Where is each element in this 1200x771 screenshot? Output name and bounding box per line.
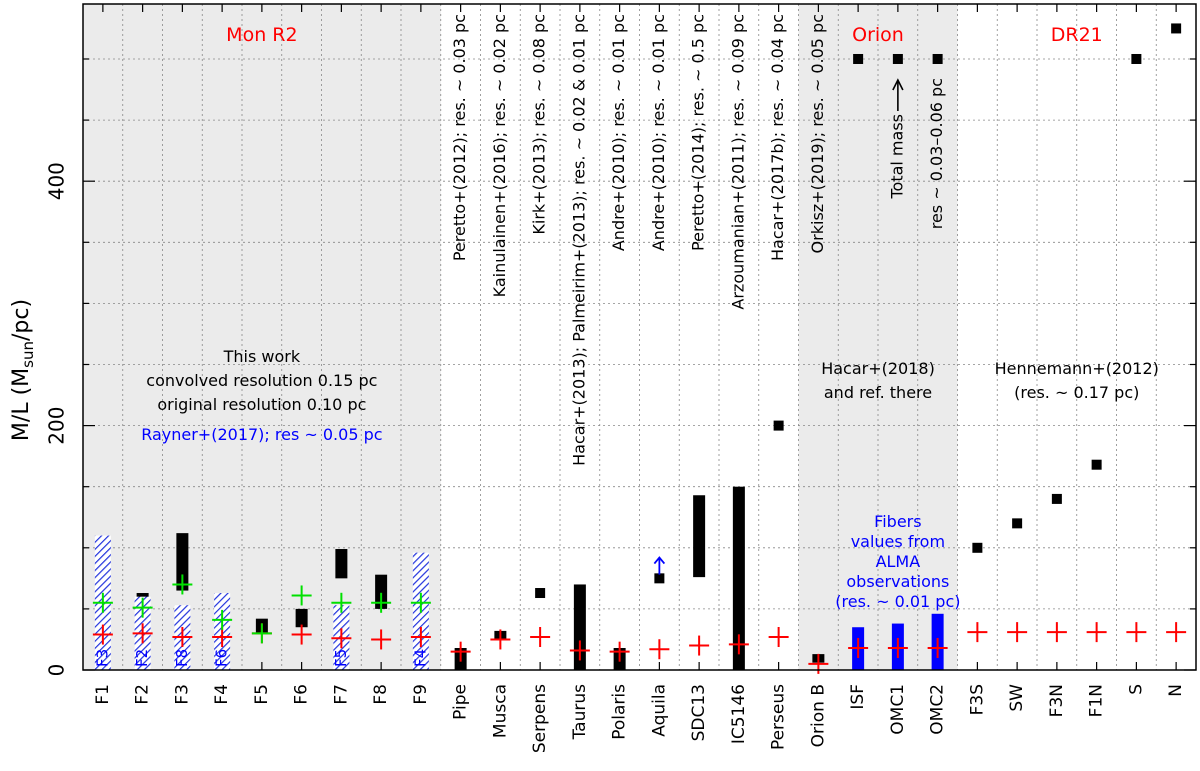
x-tick-label: Pipe — [451, 684, 471, 720]
filament-label: F3 — [93, 649, 111, 667]
hennemann-line: (res. ~ 0.17 pc) — [1014, 383, 1139, 402]
reference-label: Andre+(2010); res. ~ 0.01 pc — [649, 14, 668, 251]
total-mass-arrow-head — [892, 78, 904, 91]
chart-text: M/L (Msun/pc) 0 200 400 F1 F2 F3 F4 F5 F6 F7 F8 F9 P… — [9, 14, 1186, 753]
alma-line: (res. ~ 0.01 pc) — [835, 592, 960, 611]
region-title: Mon R2 — [226, 24, 297, 46]
data-square — [773, 420, 784, 431]
grid — [82, 4, 1197, 671]
data-square — [972, 542, 983, 553]
alma-line: Fibers — [874, 512, 921, 531]
x-tick-label: F4 — [212, 684, 232, 705]
x-tick-label: IC5146 — [729, 684, 749, 744]
hacar2018-line: and ref. there — [824, 383, 932, 402]
hennemann-line: Hennemann+(2012) — [995, 359, 1159, 378]
this-work-line: original resolution 0.10 pc — [157, 395, 366, 414]
data-square — [892, 53, 903, 64]
reference-label: Kirk+(2013); res. ~ 0.08 pc — [530, 14, 549, 235]
x-tick-label: SW — [1007, 684, 1027, 712]
reference-label: Orkisz+(2019); res. ~ 0.05 pc — [808, 14, 827, 253]
x-tick-label: Perseus — [769, 684, 789, 750]
x-tick-label: F1N — [1087, 684, 1107, 717]
range-bar — [176, 533, 189, 591]
reference-label: Kainulainen+(2016); res. ~ 0.02 pc — [490, 14, 509, 297]
data-square — [1131, 53, 1142, 64]
data-square — [853, 53, 864, 64]
x-tick-label: OMC1 — [888, 684, 908, 735]
orion-resolution-label: res ~ 0.03–0.06 pc — [927, 78, 946, 229]
range-bar — [375, 574, 388, 609]
x-tick-label: F8 — [371, 684, 391, 705]
x-tick-label: S — [1126, 684, 1146, 695]
reference-label: Andre+(2010); res. ~ 0.01 pc — [609, 14, 628, 251]
y-axis-label: M/L (Msun/pc) — [9, 299, 37, 441]
alma-line: values from — [851, 532, 945, 551]
filament-label: F5 — [332, 649, 350, 667]
range-bar — [732, 486, 745, 670]
data-square — [1091, 459, 1102, 470]
this-work-line: convolved resolution 0.15 pc — [146, 371, 377, 390]
range-bar — [573, 584, 586, 670]
data-square — [654, 573, 665, 584]
range-bar — [335, 549, 348, 579]
filament-label: F8 — [173, 649, 191, 667]
range-bar — [295, 608, 308, 628]
plot-frame — [82, 3, 1197, 671]
y-tick-label: 200 — [45, 407, 69, 445]
reference-label: Arzoumanian+(2011); res. ~ 0.09 pc — [728, 14, 747, 310]
reference-label: Peretto+(2012); res. ~ 0.03 pc — [450, 14, 469, 261]
x-tick-label: F3S — [967, 684, 987, 715]
x-tick-label: Serpens — [530, 684, 550, 753]
rayner-label: Rayner+(2017); res ~ 0.05 pc — [141, 425, 382, 444]
data-square — [1051, 493, 1062, 504]
x-tick-label: F3N — [1047, 684, 1067, 717]
region-shading — [83, 4, 958, 670]
x-tick-label: F7 — [331, 684, 351, 705]
up-arrow-head — [653, 556, 666, 565]
x-tick-label: F1 — [93, 684, 113, 705]
x-tick-label: ISF — [848, 684, 868, 710]
x-tick-label: F3 — [172, 684, 192, 705]
x-tick-label: Taurus — [570, 684, 590, 741]
y-tick-label: 0 — [45, 664, 69, 677]
data-square — [932, 53, 943, 64]
y-axis-label-tail: /pc) — [9, 299, 34, 341]
x-tick-label: SDC13 — [689, 684, 709, 741]
reference-label: Hacar+(2017b); res. ~ 0.04 pc — [768, 14, 787, 261]
x-tick-label: N — [1166, 684, 1186, 697]
filament-label: F2 — [133, 649, 151, 667]
data-square — [535, 588, 546, 599]
x-tick-label: F5 — [252, 684, 272, 705]
data-square — [1171, 23, 1182, 34]
filament-label: F6 — [213, 649, 231, 667]
x-tick-label: F9 — [411, 684, 431, 705]
x-tick-label: OMC2 — [928, 684, 948, 735]
alma-line: observations — [846, 572, 949, 591]
x-tick-label: Orion B — [808, 684, 828, 747]
filament-label: F4 — [411, 649, 429, 667]
x-tick-label: F2 — [133, 684, 153, 705]
range-bar — [693, 495, 706, 578]
total-mass-label: Total mass — [887, 114, 906, 200]
data-square — [1012, 518, 1023, 529]
reference-label: Peretto+(2014); res. ~ 0.5 pc — [689, 14, 708, 251]
alma-line: ALMA — [876, 552, 921, 571]
region-title: DR21 — [1051, 24, 1103, 46]
region-shade-0 — [83, 4, 441, 670]
y-axis-label-sub: sun — [19, 341, 37, 368]
region-title: Orion — [852, 24, 904, 46]
data-marks — [92, 23, 1187, 674]
hacar2018-line: Hacar+(2018) — [821, 359, 935, 378]
x-tick-label: Polaris — [610, 684, 630, 740]
y-axis-label-main: M/L (M — [9, 368, 34, 441]
x-tick-label: F6 — [292, 684, 312, 705]
y-tick-label: 400 — [45, 162, 69, 200]
reference-label: Hacar+(2013); Palmeirim+(2013); res. ~ 0… — [569, 14, 588, 466]
x-tick-label: Aquila — [649, 684, 669, 737]
x-tick-label: Musca — [490, 684, 510, 738]
this-work-line: This work — [223, 347, 301, 366]
